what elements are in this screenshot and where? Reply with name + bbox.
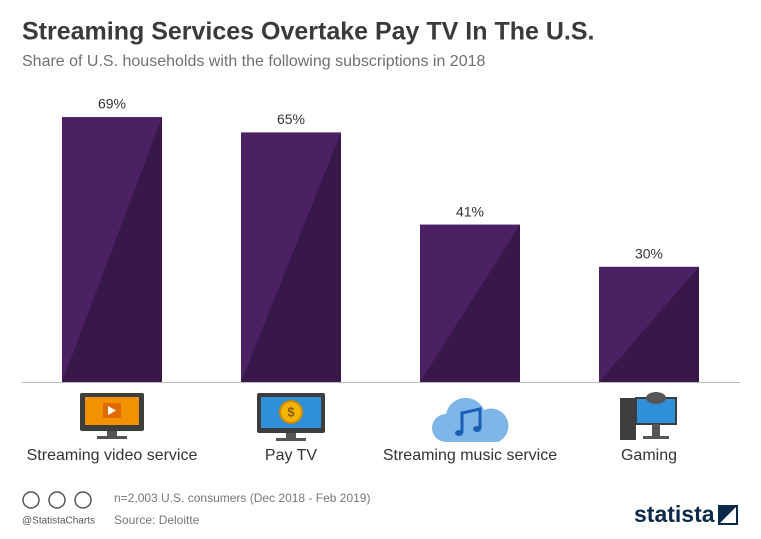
bar xyxy=(599,266,699,382)
brand: statista xyxy=(634,501,715,527)
bar xyxy=(241,132,341,382)
bar-shade xyxy=(241,132,341,382)
svg-text:$: $ xyxy=(287,404,295,419)
brand-logo xyxy=(718,505,738,525)
chart-title: Streaming Services Overtake Pay TV In Th… xyxy=(22,18,594,46)
bar-shade xyxy=(62,117,162,382)
icon-music xyxy=(432,397,509,442)
icon-paytv: $ xyxy=(257,393,325,441)
chart-subtitle: Share of U.S. households with the follow… xyxy=(22,53,485,70)
value-label: 41% xyxy=(456,203,484,219)
bar-shade xyxy=(420,224,520,382)
icon-gaming xyxy=(620,392,677,440)
license-icons xyxy=(22,491,92,509)
bar xyxy=(420,224,520,382)
x-tick-label: Pay TV xyxy=(265,447,318,464)
icon-video xyxy=(80,393,144,439)
bar-shade xyxy=(599,266,699,382)
x-tick-label: Gaming xyxy=(621,447,677,464)
x-tick-label: Streaming music service xyxy=(383,447,557,464)
value-label: 69% xyxy=(98,96,126,112)
handle: @StatistaCharts xyxy=(22,516,95,527)
value-label: 30% xyxy=(635,246,663,262)
value-label: 65% xyxy=(277,111,305,127)
note: n=2,003 U.S. consumers (Dec 2018 - Feb 2… xyxy=(114,491,370,505)
bar xyxy=(62,117,162,382)
source: Source: Deloitte xyxy=(114,513,200,527)
x-tick-label: Streaming video service xyxy=(27,447,198,464)
